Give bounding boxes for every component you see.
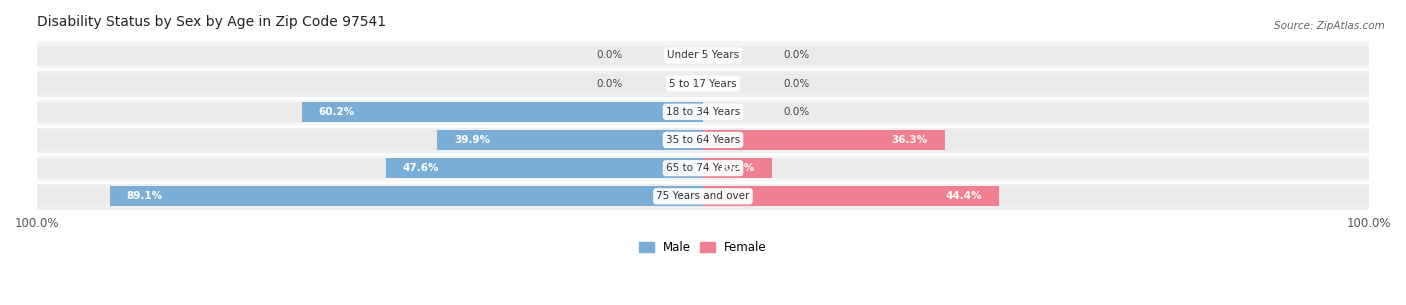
Text: 47.6%: 47.6% bbox=[402, 163, 439, 173]
Text: 89.1%: 89.1% bbox=[127, 191, 163, 201]
Bar bbox=[703, 74, 1369, 93]
Bar bbox=[37, 186, 703, 206]
Bar bbox=[37, 130, 703, 150]
Bar bbox=[37, 158, 703, 178]
Bar bbox=[37, 74, 703, 93]
Text: Source: ZipAtlas.com: Source: ZipAtlas.com bbox=[1274, 21, 1385, 31]
Bar bbox=[703, 186, 998, 206]
Text: 75 Years and over: 75 Years and over bbox=[657, 191, 749, 201]
Bar bbox=[110, 186, 703, 206]
Text: Disability Status by Sex by Age in Zip Code 97541: Disability Status by Sex by Age in Zip C… bbox=[37, 15, 387, 29]
Bar bbox=[302, 102, 703, 122]
Text: 35 to 64 Years: 35 to 64 Years bbox=[666, 135, 740, 145]
Text: 18 to 34 Years: 18 to 34 Years bbox=[666, 107, 740, 117]
Text: 39.9%: 39.9% bbox=[454, 135, 491, 145]
Text: 10.4%: 10.4% bbox=[720, 163, 755, 173]
Text: 0.0%: 0.0% bbox=[783, 107, 808, 117]
Text: Under 5 Years: Under 5 Years bbox=[666, 50, 740, 60]
Bar bbox=[703, 45, 1369, 65]
Bar bbox=[703, 182, 1369, 210]
Text: 0.0%: 0.0% bbox=[783, 50, 808, 60]
Bar bbox=[703, 130, 1369, 150]
Bar bbox=[703, 154, 1369, 182]
Text: 65 to 74 Years: 65 to 74 Years bbox=[666, 163, 740, 173]
Bar bbox=[703, 158, 772, 178]
Legend: Male, Female: Male, Female bbox=[640, 241, 766, 254]
Text: 0.0%: 0.0% bbox=[598, 79, 623, 88]
Text: 0.0%: 0.0% bbox=[783, 79, 808, 88]
Bar bbox=[37, 45, 703, 65]
Bar bbox=[37, 154, 703, 182]
Bar bbox=[37, 102, 703, 122]
Text: 60.2%: 60.2% bbox=[319, 107, 356, 117]
Text: 44.4%: 44.4% bbox=[945, 191, 981, 201]
Text: 5 to 17 Years: 5 to 17 Years bbox=[669, 79, 737, 88]
Bar bbox=[37, 126, 703, 154]
Bar bbox=[703, 126, 1369, 154]
Bar bbox=[37, 41, 703, 70]
Text: 36.3%: 36.3% bbox=[891, 135, 928, 145]
Bar bbox=[703, 98, 1369, 126]
Bar bbox=[37, 182, 703, 210]
Bar bbox=[703, 130, 945, 150]
Bar bbox=[703, 70, 1369, 98]
Bar bbox=[387, 158, 703, 178]
Bar bbox=[437, 130, 703, 150]
Bar bbox=[703, 102, 1369, 122]
Bar bbox=[703, 158, 1369, 178]
Bar bbox=[37, 98, 703, 126]
Bar bbox=[37, 70, 703, 98]
Bar bbox=[703, 41, 1369, 70]
Bar bbox=[703, 186, 1369, 206]
Text: 0.0%: 0.0% bbox=[598, 50, 623, 60]
